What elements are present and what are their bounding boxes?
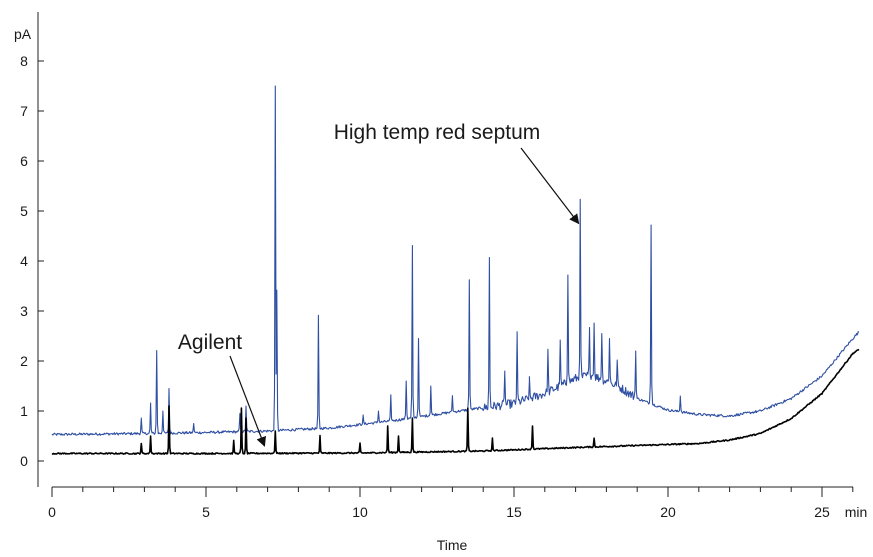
y-unit-label: pA	[14, 26, 32, 42]
y-tick-label: 5	[20, 203, 28, 219]
annotation-arrow	[229, 355, 266, 447]
y-tick-label: 3	[20, 303, 28, 319]
x-axis-title: Time	[437, 537, 468, 552]
x-tick-label: 5	[202, 504, 210, 520]
series-line-blue	[51, 85, 860, 436]
x-tick-label: 15	[506, 504, 522, 520]
y-tick-label: 1	[20, 403, 28, 419]
x-unit-label: min	[845, 504, 868, 520]
y-tick-label: 4	[20, 253, 28, 269]
y-tick-label: 6	[20, 153, 28, 169]
x-tick-label: 20	[660, 504, 676, 520]
annotation-arrow	[520, 147, 580, 225]
x-tick-label: 25	[814, 504, 830, 520]
annotation-label: Agilent	[178, 331, 242, 354]
y-tick-label: 8	[20, 53, 28, 69]
y-tick-label: 7	[20, 103, 28, 119]
series-line-black	[51, 348, 860, 455]
y-tick-label: 2	[20, 353, 28, 369]
annotation-label: High temp red septum	[334, 121, 541, 144]
x-tick-label: 10	[352, 504, 368, 520]
y-tick-label: 0	[20, 453, 28, 469]
x-tick-label: 0	[48, 504, 56, 520]
